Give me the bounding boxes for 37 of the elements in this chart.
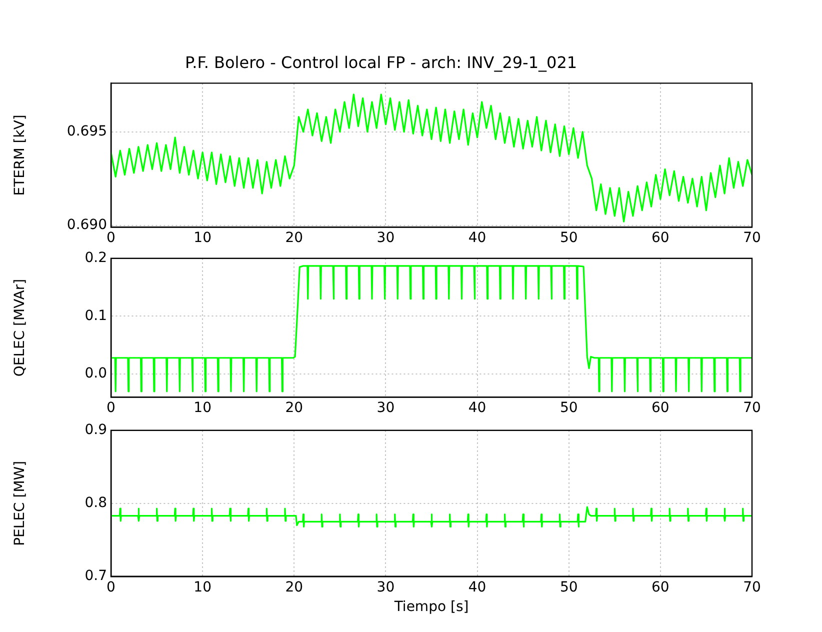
x-tick-label: 20 [285,400,304,416]
y-tick-label: 0.690 [66,216,107,233]
x-tick-label: 70 [743,230,761,246]
x-tick-label: 60 [652,579,670,596]
x-tick-label: 0 [106,400,116,416]
chart-title: P.F. Bolero - Control local FP - arch: INV_29-1_021 [184,52,578,72]
y-tick-label: 0.0 [84,366,107,382]
y-axis-title: QELEC [MVAr] [12,278,28,377]
x-axis-title: Tiempo [s] [393,599,469,616]
y-tick-label: 0.2 [84,250,107,266]
x-tick-label: 30 [376,400,395,416]
x-tick-label: 40 [468,579,486,596]
x-tick-label: 0 [106,579,116,596]
x-tick-label: 50 [560,230,578,246]
x-tick-label: 70 [743,400,761,416]
x-tick-label: 60 [652,230,670,246]
y-axis-title: ETERM [kV] [12,114,28,196]
x-tick-label: 10 [194,579,212,596]
y-tick-label: 0.1 [84,308,107,324]
x-tick-label: 20 [285,230,304,246]
x-tick-label: 10 [194,230,212,246]
y-axis-title: PELEC [MW] [12,460,28,546]
x-tick-label: 10 [194,400,212,416]
x-tick-label: 40 [468,400,486,416]
y-tick-label: 0.9 [84,422,107,438]
x-tick-label: 30 [376,579,395,596]
x-tick-label: 40 [468,230,486,246]
x-tick-label: 50 [560,400,578,416]
x-tick-label: 20 [285,579,304,596]
x-tick-label: 0 [106,230,116,246]
x-tick-label: 70 [743,579,761,596]
x-tick-label: 60 [652,400,670,416]
y-tick-label: 0.8 [84,495,107,512]
y-tick-label: 0.695 [66,123,107,140]
x-tick-label: 50 [560,579,578,596]
y-tick-label: 0.7 [84,568,107,584]
x-tick-label: 30 [376,230,395,246]
